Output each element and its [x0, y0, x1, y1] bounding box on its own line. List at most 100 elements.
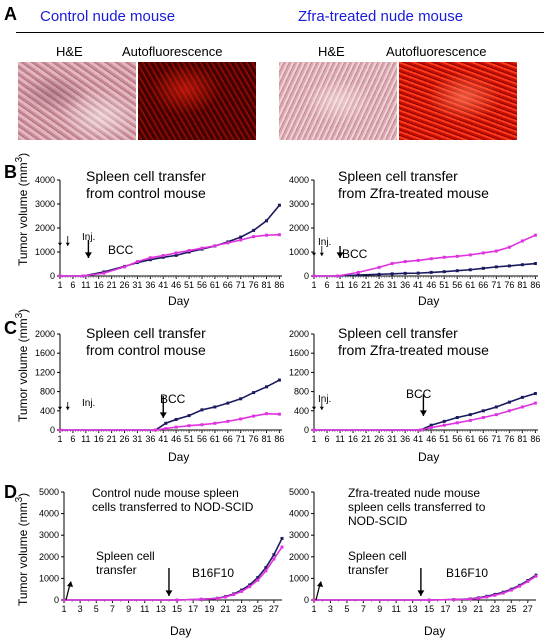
chart-c-left-title: Spleen cell transfer from control mouse	[86, 325, 206, 358]
x-tick-label: 1	[311, 280, 316, 290]
x-tick-label: 26	[120, 280, 130, 290]
data-point-magenta	[468, 597, 472, 601]
x-tick-label: 21	[361, 280, 371, 290]
y-tick-label: 3000	[35, 199, 55, 209]
x-tick-label: 51	[439, 280, 449, 290]
y-tick-label: 400	[40, 406, 55, 416]
data-point-navy	[507, 264, 511, 268]
y-tick-label: 2000	[289, 552, 309, 562]
x-tick-label: 66	[478, 280, 488, 290]
x-tick-label: 11	[81, 280, 90, 290]
x-tick-label: 1	[61, 604, 66, 614]
data-point-magenta	[518, 584, 522, 588]
data-point-navy	[277, 203, 281, 207]
y-tick-label: 0	[304, 271, 309, 281]
x-axis-label-d-right: Day	[424, 624, 446, 638]
data-point-magenta	[265, 412, 269, 416]
data-point-navy	[494, 265, 498, 269]
y-axis-label-d: Tumor volume (mm3)	[14, 492, 30, 606]
data-point-magenta	[312, 274, 316, 278]
x-tick-label: 81	[262, 434, 272, 444]
x-tick-label: 16	[348, 434, 358, 444]
chart-c-right-title: Spleen cell transfer from Zfra-treated mo…	[338, 325, 489, 358]
x-tick-label: 31	[387, 280, 397, 290]
transfer-arrow-head	[317, 581, 323, 587]
autofluorescence-micrograph-control	[138, 62, 256, 140]
data-point-magenta	[509, 588, 513, 592]
x-tick-label: 1	[311, 604, 316, 614]
y-tick-label: 3000	[39, 530, 59, 540]
x-tick-label: 31	[132, 434, 142, 444]
data-point-magenta	[135, 260, 139, 264]
x-tick-label: 71	[491, 280, 501, 290]
data-point-magenta	[174, 251, 178, 255]
data-point-navy	[252, 391, 256, 395]
data-point-magenta	[442, 255, 446, 259]
data-point-navy	[264, 566, 268, 570]
x-tick-label: 71	[491, 434, 501, 444]
data-point-magenta	[148, 256, 152, 260]
data-point-magenta	[356, 270, 360, 274]
data-point-navy	[468, 268, 472, 272]
data-point-magenta	[174, 425, 178, 429]
x-tick-label: 15	[424, 604, 434, 614]
data-point-magenta	[187, 249, 191, 253]
x-tick-label: 61	[210, 434, 220, 444]
x-tick-label: 25	[506, 604, 516, 614]
series-line-magenta-c-right	[314, 402, 536, 431]
x-tick-label: 11	[335, 434, 344, 444]
data-point-navy	[442, 270, 446, 274]
y-tick-label: 4000	[39, 509, 59, 519]
x-tick-label: 31	[132, 280, 142, 290]
data-point-navy	[239, 397, 243, 401]
x-tick-label: 3	[328, 604, 333, 614]
data-point-magenta	[507, 409, 511, 413]
y-tick-label: 2000	[35, 223, 55, 233]
data-point-navy	[239, 235, 243, 239]
data-point-magenta	[239, 417, 243, 421]
x-tick-label: 56	[452, 434, 462, 444]
x-tick-label: 66	[223, 280, 233, 290]
y-tick-label: 3000	[289, 199, 309, 209]
data-point-navy	[200, 408, 204, 412]
y-tick-label: 800	[40, 387, 55, 397]
data-point-navy	[533, 262, 537, 266]
x-tick-label: 61	[210, 280, 220, 290]
x-tick-label: 56	[197, 280, 207, 290]
data-point-navy	[174, 417, 178, 421]
data-point-magenta	[252, 414, 256, 418]
data-point-magenta	[277, 233, 281, 237]
data-point-magenta	[377, 265, 381, 269]
annotation-arrow-head	[312, 252, 316, 256]
data-point-navy	[213, 405, 217, 409]
annotation-arrow-head	[336, 252, 344, 258]
series-line-navy-c-left	[60, 379, 280, 431]
x-tick-label: 66	[223, 434, 233, 444]
data-point-magenta	[419, 428, 423, 432]
data-point-magenta	[390, 262, 394, 266]
data-point-magenta	[277, 412, 281, 416]
data-point-navy	[416, 271, 420, 275]
y-tick-label: 4000	[289, 509, 309, 519]
spleen-transfer-label-d-right: Spleen cell transfer	[348, 549, 407, 577]
x-tick-label: 16	[94, 280, 104, 290]
inj-label-c-left: Inj.	[82, 398, 96, 409]
x-tick-label: 41	[413, 434, 423, 444]
data-point-navy	[174, 253, 178, 257]
x-tick-label: 81	[517, 434, 527, 444]
x-tick-label: 5	[344, 604, 349, 614]
y-tick-label: 800	[294, 387, 309, 397]
data-point-navy	[442, 419, 446, 423]
y-tick-label: 0	[304, 595, 309, 605]
x-tick-label: 46	[171, 434, 181, 444]
data-point-navy	[277, 378, 281, 382]
x-tick-label: 36	[145, 280, 155, 290]
x-axis-label-c-right: Day	[418, 450, 440, 464]
x-tick-label: 16	[348, 280, 358, 290]
x-tick-label: 76	[504, 434, 514, 444]
x-tick-label: 6	[325, 280, 330, 290]
x-tick-label: 86	[274, 280, 284, 290]
panel-letter-d: D	[4, 482, 17, 502]
